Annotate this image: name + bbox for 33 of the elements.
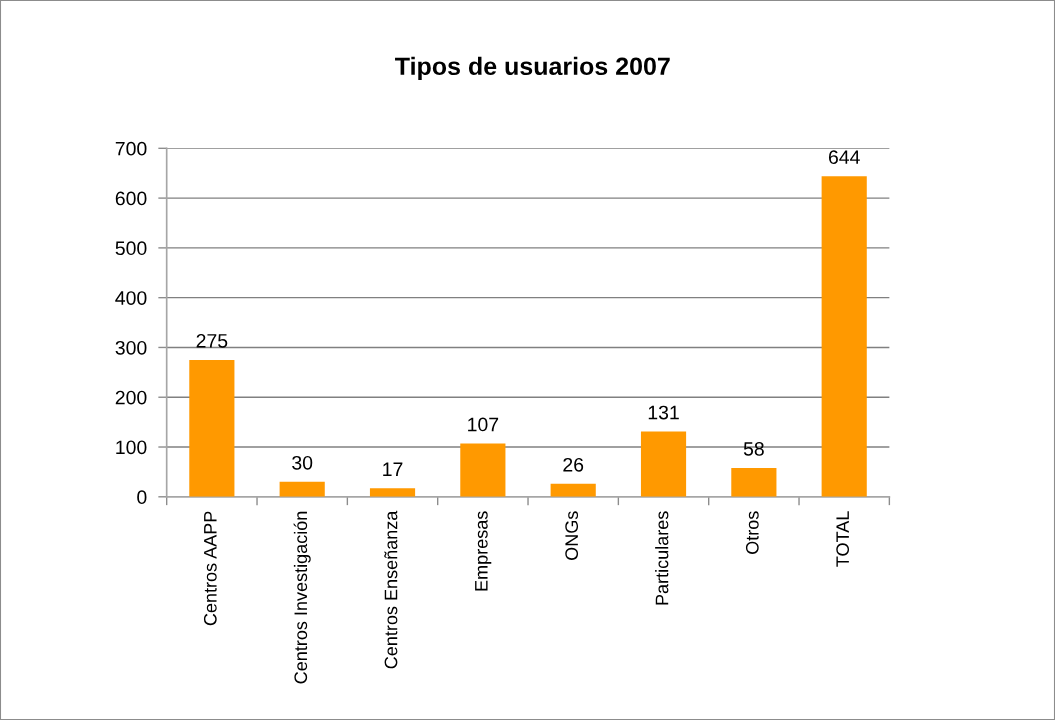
bar [640, 431, 687, 497]
bar [279, 481, 325, 497]
data-label: 644 [828, 150, 860, 165]
data-label: 30 [292, 455, 313, 470]
y-tick-label: 300 [115, 340, 147, 355]
x-tick-label: TOTAL [836, 511, 850, 567]
x-tick-label: Otros [745, 511, 759, 554]
x-tick-label: Centros Enseñanza [384, 510, 398, 669]
x-tick-label: Centros Investigación [293, 511, 311, 684]
bar [550, 483, 596, 497]
y-tick-label: 600 [115, 191, 147, 206]
chart-title: Tipos de usuarios 2007 [395, 56, 670, 81]
y-tick-label: 500 [115, 241, 147, 256]
bar [821, 176, 867, 497]
y-tick-label: 0 [137, 490, 147, 505]
data-label: 17 [383, 462, 403, 476]
y-tick-label: 700 [115, 141, 147, 156]
data-label: 107 [468, 417, 499, 432]
y-tick-label: 200 [115, 390, 147, 405]
data-label: 58 [743, 441, 764, 456]
x-tick-label: Particulares [655, 511, 669, 605]
x-tick-label: Empresas [475, 511, 492, 591]
y-tick-label: 400 [115, 291, 147, 305]
data-label: 131 [648, 405, 679, 420]
x-tick-label: ONGs [565, 511, 579, 560]
bar [460, 443, 506, 497]
bar [189, 359, 235, 497]
bar [369, 488, 416, 497]
data-label: 275 [196, 333, 228, 348]
y-tick-label: 100 [116, 440, 147, 455]
x-tick-label: Centros AAPP [203, 511, 217, 626]
data-label: 26 [563, 457, 584, 472]
bar [731, 467, 777, 497]
